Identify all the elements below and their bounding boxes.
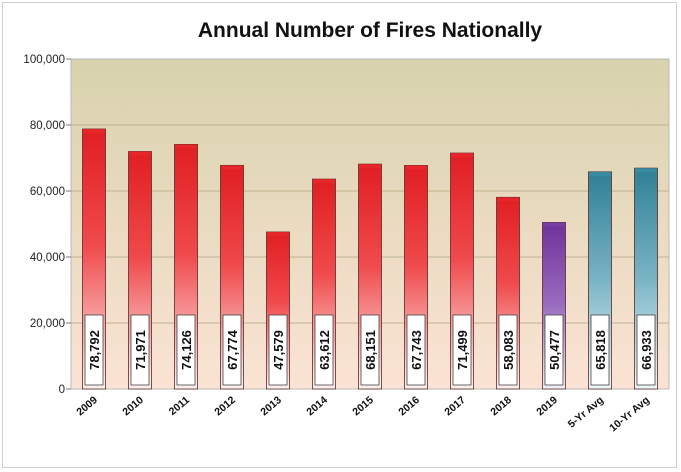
bar-top-cap <box>175 144 197 149</box>
data-label-box <box>222 314 242 386</box>
data-label: 47,579 <box>268 314 288 386</box>
data-label-text: 67,743 <box>409 330 424 370</box>
chart-frame: Annual Number of Fires Nationally 0 20,00… <box>2 2 677 468</box>
data-label-box <box>360 314 380 386</box>
bar-top-cap <box>635 168 657 173</box>
y-tick-label: 0 <box>59 384 65 396</box>
y-tick-label: 40,000 <box>30 252 65 264</box>
y-tick-label: 60,000 <box>30 186 65 198</box>
x-tick-label: 5-Yr Avg <box>566 394 606 430</box>
bar-top-cap <box>267 231 289 236</box>
data-label-text: 66,933 <box>639 330 654 370</box>
bar-top-cap <box>405 165 427 170</box>
data-label: 67,774 <box>222 314 242 386</box>
data-label-text: 47,579 <box>271 330 286 370</box>
x-tick-label: 2009 <box>74 394 100 418</box>
data-label-box <box>452 314 472 386</box>
data-labels: 78,792 71,971 74,126 67,774 47,579 63,612 68,1… <box>84 314 656 386</box>
bar-top-cap <box>543 222 565 227</box>
data-label-box <box>268 314 288 386</box>
x-tick-label: 2014 <box>304 394 330 418</box>
x-tick-label: 2018 <box>488 394 514 418</box>
data-label-box <box>636 314 656 386</box>
data-label-text: 67,774 <box>225 329 240 370</box>
data-label: 71,499 <box>452 314 472 386</box>
data-label-box <box>590 314 610 386</box>
data-label-text: 58,083 <box>501 330 516 370</box>
bar-top-cap <box>83 128 105 133</box>
data-label-text: 68,151 <box>363 330 378 370</box>
data-label-text: 63,612 <box>317 330 332 370</box>
y-tick-label: 100,000 <box>23 54 65 66</box>
data-label-box <box>544 314 564 386</box>
data-label-text: 50,477 <box>547 330 562 370</box>
data-label-box <box>130 314 150 386</box>
bar-chart: Annual Number of Fires Nationally 0 20,00… <box>23 19 670 434</box>
y-axis-ticks: 0 20,000 40,000 60,000 80,000 100,000 <box>23 54 71 396</box>
bar-top-cap <box>221 165 243 170</box>
bar-top-cap <box>497 197 519 202</box>
x-tick-label: 2016 <box>396 394 422 418</box>
data-label-box <box>176 314 196 386</box>
x-axis-labels: 2009 2010 2011 2012 2013 2014 2015 2016 2017 2018… <box>74 394 652 434</box>
data-label: 74,126 <box>176 314 196 386</box>
chart-title: Annual Number of Fires Nationally <box>198 19 543 42</box>
data-label-text: 71,499 <box>455 330 470 370</box>
data-label: 78,792 <box>84 314 104 386</box>
x-tick-label: 2017 <box>442 394 468 418</box>
x-tick-label: 2012 <box>212 394 238 418</box>
bar-top-cap <box>589 171 611 176</box>
y-tick-label: 20,000 <box>30 318 65 330</box>
bar-top-cap <box>451 153 473 158</box>
bar-top-cap <box>129 151 151 156</box>
data-label: 63,612 <box>314 314 334 386</box>
data-label-text: 74,126 <box>179 330 194 370</box>
x-tick-label: 2011 <box>167 394 192 418</box>
data-label-text: 78,792 <box>87 330 102 370</box>
x-tick-label: 2010 <box>120 394 146 418</box>
data-label: 50,477 <box>544 314 564 386</box>
y-tick-label: 80,000 <box>30 120 65 132</box>
data-label: 65,818 <box>590 314 610 386</box>
x-tick-label: 2019 <box>534 394 560 418</box>
x-tick-label: 10-Yr Avg <box>607 394 652 434</box>
data-label: 66,933 <box>636 314 656 386</box>
data-label-box <box>314 314 334 386</box>
x-tick-label: 2013 <box>258 394 284 418</box>
data-label-text: 71,971 <box>133 330 148 370</box>
bar-top-cap <box>313 179 335 184</box>
data-label-box <box>84 314 104 386</box>
bar-top-cap <box>359 164 381 169</box>
data-label-box <box>406 314 426 386</box>
x-tick-label: 2015 <box>350 394 376 418</box>
data-label: 68,151 <box>360 314 380 386</box>
data-label-box <box>498 314 518 386</box>
data-label: 58,083 <box>498 314 518 386</box>
data-label: 67,743 <box>406 314 426 386</box>
data-label: 71,971 <box>130 314 150 386</box>
data-label-text: 65,818 <box>593 330 608 370</box>
